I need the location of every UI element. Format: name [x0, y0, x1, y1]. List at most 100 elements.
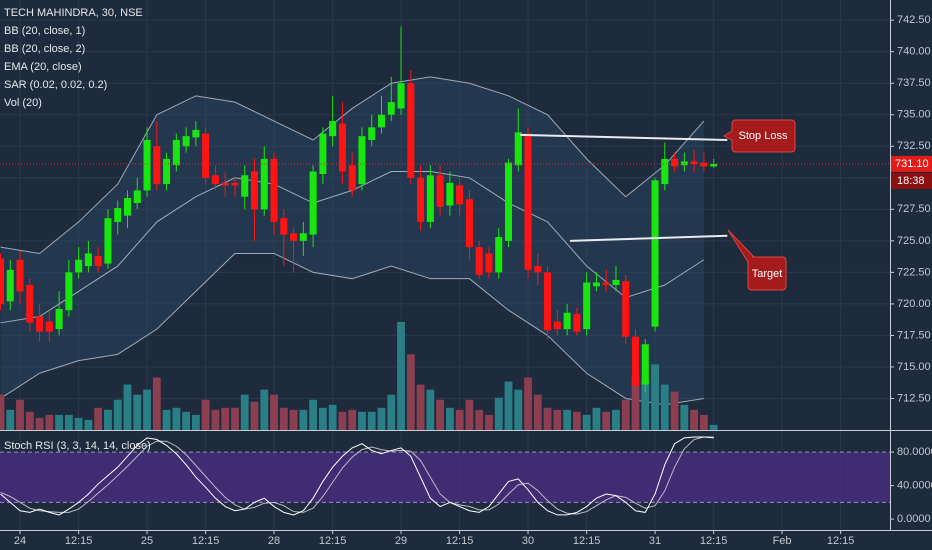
- candle-body: [163, 158, 171, 185]
- indicator-label: SAR (0.02, 0.02, 0.2): [4, 79, 107, 91]
- candle-body: [456, 185, 464, 205]
- candle-body: [16, 259, 24, 292]
- stop-loss-label: Stop Loss: [739, 130, 788, 142]
- volume-bar: [475, 409, 484, 430]
- stoch-line: [0, 436, 714, 516]
- volume-bar: [699, 414, 708, 430]
- candle-body: [651, 180, 659, 327]
- stoch-pane: [0, 436, 890, 516]
- candle-body: [417, 177, 425, 222]
- x-tick-label: 12:15: [319, 535, 347, 547]
- annotations: [0, 133, 890, 242]
- volume-bar: [113, 399, 122, 430]
- time-label: 18:38: [897, 175, 925, 187]
- volume-bar: [25, 411, 34, 430]
- volume-bar: [84, 419, 93, 430]
- volume-bar: [299, 409, 308, 430]
- volume-bar: [563, 409, 572, 430]
- volume-bar: [270, 394, 278, 430]
- volume-bar: [543, 407, 552, 430]
- volume-bar: [6, 409, 15, 430]
- candle-body: [84, 253, 92, 267]
- candle-body: [680, 161, 688, 166]
- stoch-line: [0, 436, 714, 515]
- x-tick-label: Feb: [773, 535, 792, 547]
- x-tick-label: 28: [268, 535, 280, 547]
- candle-body: [612, 279, 620, 285]
- target-callout: [727, 229, 787, 291]
- candle-body: [211, 175, 219, 185]
- volume-bar: [191, 414, 200, 430]
- candle-body: [55, 308, 63, 330]
- candle-body: [407, 83, 415, 178]
- candle-body: [700, 162, 708, 167]
- volume-bar: [348, 409, 357, 430]
- candle-body: [387, 102, 395, 115]
- indicator-label: BB (20, close, 1): [4, 25, 85, 37]
- volume-bar: [660, 384, 669, 430]
- y-tick-label: 727.50: [897, 203, 931, 215]
- x-tick-label: 25: [141, 535, 153, 547]
- x-tick-label: 12:15: [65, 535, 93, 547]
- y-tick-label: 737.50: [897, 77, 931, 89]
- y-tick-label: 740.00: [897, 46, 931, 58]
- candle-body: [143, 139, 151, 191]
- candle-body: [6, 269, 14, 302]
- indicator-label: Vol (20): [4, 97, 42, 109]
- candle-body: [690, 161, 698, 164]
- volume-bar: [494, 397, 503, 430]
- candle-body: [94, 255, 102, 267]
- candle-body: [602, 282, 610, 285]
- candle-body: [631, 336, 640, 386]
- volume-bar: [553, 409, 562, 430]
- x-tick-label: 29: [395, 535, 407, 547]
- candle-body: [573, 313, 581, 332]
- volume-bar: [143, 389, 151, 430]
- volume-bar: [377, 407, 386, 430]
- candle-body: [641, 344, 649, 385]
- stop-loss-callout: [722, 119, 796, 153]
- candle-body: [514, 132, 522, 166]
- candle-body: [563, 312, 571, 330]
- volume-bar: [74, 417, 83, 430]
- candle-body: [241, 175, 249, 197]
- volume-bar: [211, 409, 220, 430]
- volume-bar: [260, 389, 269, 430]
- candle-body: [524, 133, 532, 270]
- last-price-box: [891, 155, 932, 172]
- volume-bar: [426, 389, 435, 430]
- volume-bar: [465, 399, 474, 430]
- candle-body: [426, 175, 434, 222]
- volume-bar: [514, 389, 523, 430]
- candle-body: [592, 282, 600, 287]
- candle-body: [133, 190, 141, 204]
- volume-bar: [152, 377, 161, 430]
- volume-bar: [582, 414, 591, 430]
- volume-bar: [485, 414, 493, 430]
- y-tick-label: 722.50: [897, 266, 931, 278]
- x-tick-label: 31: [649, 535, 661, 547]
- volume-bar: [455, 409, 464, 430]
- volume-bar: [250, 401, 259, 430]
- volume-bar: [670, 391, 679, 430]
- candle-body: [553, 321, 561, 330]
- volume-bar: [221, 407, 230, 430]
- y-tick-label: 40.0000: [897, 480, 932, 492]
- candle-body: [504, 162, 513, 241]
- candle-body: [299, 233, 307, 241]
- candle-body: [465, 199, 473, 248]
- x-tick-label: 12:15: [446, 535, 474, 547]
- candle-body: [377, 114, 386, 128]
- band-line: [0, 76, 705, 254]
- volume-bar: [328, 404, 337, 430]
- x-tick-label: 12:15: [827, 535, 855, 547]
- stoch-band: [0, 452, 890, 503]
- volume-bar: [182, 411, 191, 430]
- candle-body: [123, 197, 132, 216]
- candle-body: [622, 281, 630, 337]
- x-tick-label: 12:15: [700, 535, 728, 547]
- volume-bar: [406, 354, 415, 430]
- candle-body: [26, 284, 34, 323]
- x-tick-label: 24: [14, 535, 26, 547]
